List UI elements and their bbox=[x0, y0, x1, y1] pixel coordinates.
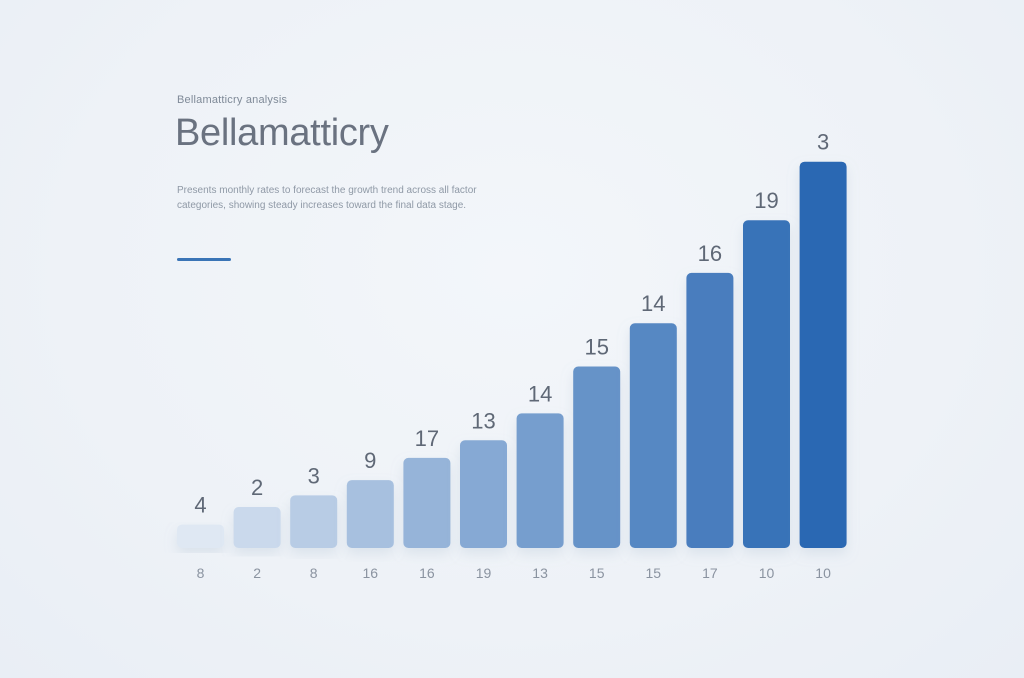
bar-3 bbox=[290, 495, 338, 548]
bar-11 bbox=[743, 220, 790, 548]
bar-12 bbox=[799, 161, 847, 549]
x-tick-label-5: 16 bbox=[419, 565, 435, 581]
data-label-7: 14 bbox=[528, 381, 552, 406]
data-label-4: 9 bbox=[364, 448, 376, 473]
x-tick-label-1: 8 bbox=[197, 565, 205, 581]
data-label-6: 13 bbox=[471, 408, 495, 433]
data-label-3: 3 bbox=[308, 463, 320, 488]
chart-title: Bellamatticry bbox=[175, 112, 389, 154]
data-label-1: 4 bbox=[194, 493, 206, 518]
data-label-5: 17 bbox=[415, 426, 439, 451]
bar-2 bbox=[233, 507, 281, 548]
x-tick-label-6: 19 bbox=[476, 565, 492, 581]
x-tick-label-10: 17 bbox=[702, 565, 718, 581]
bar-6 bbox=[460, 440, 507, 548]
x-tick-label-8: 15 bbox=[589, 565, 605, 581]
bar-1 bbox=[177, 524, 224, 548]
chart-description: Presents monthly rates to forecast the g… bbox=[177, 185, 477, 211]
bar-7 bbox=[516, 413, 564, 548]
x-tick-label-3: 8 bbox=[310, 565, 318, 581]
bar-4 bbox=[346, 480, 394, 548]
x-tick-label-2: 2 bbox=[253, 565, 261, 581]
bar-8 bbox=[573, 366, 621, 548]
data-label-11: 19 bbox=[754, 188, 778, 213]
x-tick-label-7: 13 bbox=[532, 565, 548, 581]
x-tick-label-9: 15 bbox=[646, 565, 662, 581]
data-label-8: 15 bbox=[584, 335, 608, 360]
bar-10 bbox=[686, 272, 734, 548]
bar-5 bbox=[403, 457, 451, 548]
data-label-2: 2 bbox=[251, 475, 263, 500]
chart-eyebrow: Bellamatticry analysis bbox=[177, 94, 288, 106]
data-label-10: 16 bbox=[698, 241, 722, 266]
data-label-12: 3 bbox=[817, 130, 829, 155]
data-label-9: 14 bbox=[641, 291, 665, 316]
x-tick-label-12: 10 bbox=[815, 565, 831, 581]
accent-divider bbox=[177, 258, 231, 261]
x-tick-label-4: 16 bbox=[363, 565, 379, 581]
bar-9 bbox=[629, 323, 677, 548]
x-tick-label-11: 10 bbox=[759, 565, 775, 581]
